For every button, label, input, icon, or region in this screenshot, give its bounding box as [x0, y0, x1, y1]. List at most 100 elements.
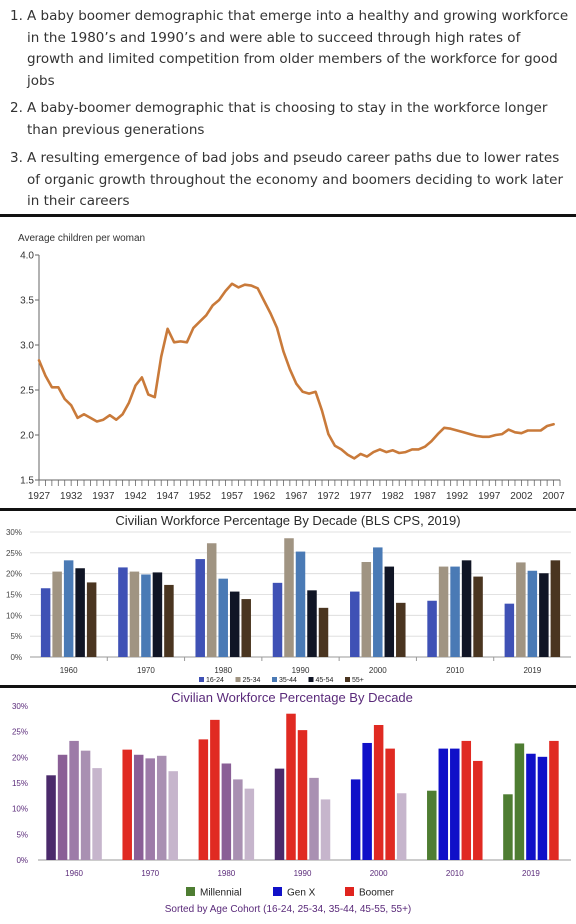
- y-tick-label: 2.0: [20, 431, 34, 442]
- x-tick-label: 1957: [221, 491, 244, 502]
- data-point: [507, 428, 510, 431]
- bar: [92, 768, 102, 860]
- y-axis-label: Average children per woman: [18, 233, 145, 244]
- data-point: [501, 433, 504, 435]
- legend-label: 45-54: [316, 677, 334, 684]
- panel-divider: [0, 685, 576, 688]
- data-point: [205, 314, 208, 317]
- bar-35-44: [373, 547, 383, 657]
- data-point: [121, 413, 124, 416]
- workforce-age-chart-panel: Civilian Workforce Percentage By Decade …: [0, 511, 576, 685]
- data-point: [488, 435, 491, 438]
- data-point: [295, 382, 298, 385]
- data-point: [218, 299, 220, 301]
- x-tick-label: 1927: [28, 491, 51, 502]
- bar-16-24: [504, 603, 515, 657]
- x-tick-label: 1990: [294, 869, 312, 878]
- bar-16-24: [427, 600, 437, 657]
- data-point: [379, 448, 381, 451]
- x-tick-label: 2007: [542, 491, 565, 502]
- legend-swatch: [273, 887, 282, 896]
- data-point: [533, 429, 536, 432]
- bar: [350, 779, 361, 860]
- bar-35-44: [141, 574, 151, 657]
- data-point: [282, 350, 285, 353]
- bar-55+: [241, 599, 251, 657]
- x-tick-label: 1997: [478, 491, 501, 502]
- data-point: [359, 453, 362, 455]
- bar-35-44: [63, 560, 74, 657]
- data-point: [115, 418, 118, 421]
- x-tick-label: 1962: [253, 491, 276, 502]
- bar: [274, 768, 285, 860]
- x-tick-label: 1990: [292, 666, 310, 675]
- bar-25-34: [206, 543, 217, 657]
- list-text: A baby-boomer demographic that is choosi…: [27, 100, 548, 138]
- data-point: [211, 304, 214, 307]
- y-tick-label: 15%: [12, 779, 28, 788]
- data-point: [404, 451, 407, 453]
- bar: [537, 756, 548, 860]
- x-tick-label: 2002: [510, 491, 533, 502]
- y-tick-label: 4.0: [20, 251, 34, 262]
- legend-swatch: [345, 887, 354, 896]
- bar-25-34: [52, 571, 62, 657]
- data-point: [237, 286, 240, 289]
- bar: [297, 730, 308, 860]
- bar: [57, 754, 68, 860]
- bar-45-54: [75, 568, 85, 657]
- bar: [198, 739, 209, 860]
- data-point: [76, 417, 79, 419]
- bar-55+: [473, 576, 483, 657]
- x-tick-label: 2000: [369, 666, 387, 675]
- bar-35-44: [450, 566, 460, 657]
- bar-25-34: [284, 538, 294, 657]
- x-tick-label: 1970: [141, 869, 159, 878]
- x-tick-label: 1937: [92, 491, 115, 502]
- x-tick-label: 1987: [414, 491, 437, 502]
- bar: [549, 740, 559, 860]
- x-tick-label: 1980: [217, 869, 235, 878]
- data-point: [552, 423, 555, 426]
- bar-45-54: [384, 566, 395, 657]
- data-point: [70, 404, 73, 407]
- fertility-series-line: [37, 282, 555, 460]
- bar-45-54: [307, 590, 317, 657]
- list-text: A baby boomer demographic that emerge in…: [27, 8, 569, 89]
- bar-25-34: [516, 562, 526, 657]
- data-point: [520, 432, 523, 435]
- bar: [396, 793, 407, 860]
- y-tick-label: 20%: [12, 753, 28, 762]
- bar: [309, 777, 319, 860]
- bar: [503, 794, 513, 860]
- workforce-cohort-bar-chart: Civilian Workforce Percentage By Decade 0…: [12, 690, 571, 915]
- data-point: [263, 300, 266, 302]
- bar-25-34: [361, 562, 372, 657]
- y-tick-label: 20%: [6, 570, 22, 579]
- bar: [385, 748, 395, 860]
- data-point: [449, 427, 452, 430]
- data-point: [456, 429, 458, 432]
- bar: [233, 779, 243, 860]
- data-point: [391, 449, 394, 452]
- y-tick-label: 30%: [6, 528, 22, 537]
- data-point: [372, 451, 375, 453]
- data-point: [179, 340, 182, 343]
- data-point: [186, 341, 188, 344]
- y-tick-label: 25%: [12, 728, 28, 737]
- bar: [320, 799, 331, 860]
- bar: [221, 763, 232, 860]
- data-point: [443, 426, 446, 429]
- bar-35-44: [295, 551, 306, 657]
- list-item: 2. A baby-boomer demographic that is cho…: [10, 98, 570, 141]
- data-point: [128, 401, 130, 404]
- data-point: [250, 284, 253, 287]
- data-point: [89, 417, 92, 419]
- legend-label: Gen X: [287, 888, 316, 899]
- data-point: [353, 457, 356, 460]
- fertility-chart-panel: Average children per woman 1.5 2.0 2.5 3.0 3.…: [0, 217, 576, 508]
- data-point: [475, 435, 478, 437]
- x-tick-label: 1977: [349, 491, 372, 502]
- bar: [461, 740, 472, 860]
- bar-25-34: [438, 566, 449, 657]
